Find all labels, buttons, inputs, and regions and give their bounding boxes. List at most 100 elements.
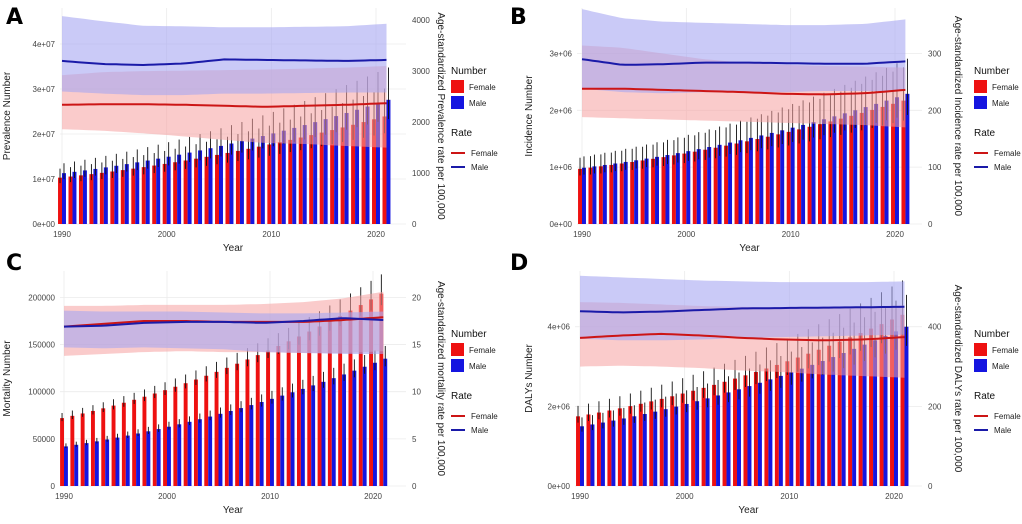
bar-male-2001 [695,401,700,486]
bar-male-2004 [208,416,213,486]
bar-male-2016 [852,348,857,486]
legend-rate-title: Rate [974,391,996,402]
bar-male-2004 [726,392,731,486]
bar-female-1996 [120,170,125,224]
x-tick-label: 1990 [55,492,73,501]
bar-male-2014 [831,357,836,486]
bar-male-2001 [177,154,182,224]
bar-male-1991 [72,171,77,224]
bar-male-2021 [904,326,909,486]
bar-male-2010 [270,398,274,486]
x-tick-label: 2010 [262,230,280,239]
bar-male-2013 [300,388,305,486]
bar-female-2012 [806,353,811,486]
bar-male-2005 [219,145,223,224]
y-tick-label: 100000 [28,388,55,397]
legend-female-label: Female [469,83,496,92]
bar-male-1998 [665,155,670,224]
y-tick-label: 0e+00 [548,482,571,491]
bar-female-1999 [670,396,675,486]
bar-female-1992 [80,413,85,486]
y2-axis-title: Age-standardized DALYs rate per 100,000 [952,285,963,473]
x-tick-label: 2010 [261,492,279,501]
bar-male-2016 [853,110,858,224]
bar-male-2021 [386,99,391,224]
bar-female-2017 [859,112,864,224]
bar-male-2011 [281,130,286,224]
bar-male-2004 [728,142,733,224]
bar-male-2006 [228,410,233,486]
bar-male-1992 [84,443,89,486]
y2-tick-label: 100 [928,163,942,172]
panel-letter: C [6,251,22,276]
bar-male-1991 [74,444,79,486]
bar-female-2016 [848,337,853,486]
legend-number-title: Number [974,329,1010,340]
y-tick-label: 4e+07 [33,40,56,49]
bar-male-2015 [321,381,326,486]
bar-female-2018 [351,124,356,224]
bar-female-1992 [598,166,603,224]
y-axis-title: Incidence Number [524,75,535,157]
bar-female-2012 [286,341,291,486]
y-tick-label: 0e+00 [550,220,573,229]
bar-male-2017 [344,112,349,224]
bar-female-2018 [870,109,875,224]
bar-male-2006 [229,143,234,224]
legend-female-swatch [451,343,464,356]
bars [576,280,909,486]
bar-male-2005 [737,389,741,486]
bar-female-1991 [68,176,73,224]
y2-tick-label: 200 [928,106,942,115]
panel-d: 0e+00 2e+06 4e+06 0 200 400 1990 2000 2010 2020 Ye… [510,251,1021,516]
bar-male-2015 [323,119,328,224]
y-axis-right: 0 5 10 15 20 [412,293,421,491]
bar-female-2015 [838,118,843,224]
bar-male-1990 [580,426,584,486]
bar-male-1990 [62,173,66,224]
bar-female-2007 [235,150,240,224]
y2-tick-label: 2000 [412,118,430,127]
bar-female-2010 [786,131,791,224]
bars [60,274,388,486]
bar-male-1998 [145,160,150,224]
legend-rate-title: Rate [974,128,996,139]
bar-female-2002 [701,387,706,486]
bar-male-2012 [290,392,295,486]
bar-female-1996 [638,403,643,486]
bar-male-2017 [862,344,867,486]
bar-female-1997 [131,168,136,224]
bar-male-2021 [383,358,388,486]
bar-female-2010 [785,361,790,486]
legend-rate-female-label: Female [471,149,498,158]
bar-female-2008 [765,136,770,224]
bar-male-2002 [705,398,710,486]
y-tick-label: 3e+07 [33,85,56,94]
bar-male-2020 [376,103,380,224]
y2-axis-title: Age-standardized mortality rate per 100,… [435,281,446,477]
bar-male-1993 [94,441,99,486]
panel-a: 0e+00 1e+07 2e+07 3e+07 4e+07 0 1000 2000 3000 40… [2,5,498,254]
bar-male-2019 [362,366,367,486]
bar-male-1995 [115,437,120,486]
bar-female-1994 [101,408,106,486]
y-axis-right: 0 200 400 [928,323,942,491]
bar-male-1999 [156,158,161,224]
bar-male-2011 [280,395,285,486]
male-rate-band [64,310,384,354]
bar-male-1993 [611,420,616,486]
legend-male-label: Male [469,362,487,371]
bar-male-2000 [684,403,689,486]
x-tick-label: 2010 [780,492,798,501]
bar-female-2003 [194,158,199,224]
y-axis-right: 0 100 200 300 [928,49,942,229]
y-tick-label: 2e+06 [550,106,573,115]
legend-rate-male-label: Male [471,426,489,435]
y-tick-label: 50000 [33,435,56,444]
bar-male-2003 [198,150,203,224]
panel-letter: A [6,5,23,30]
bar-male-2018 [355,109,360,224]
bar-male-1995 [634,160,639,224]
bar-female-2005 [733,378,737,486]
